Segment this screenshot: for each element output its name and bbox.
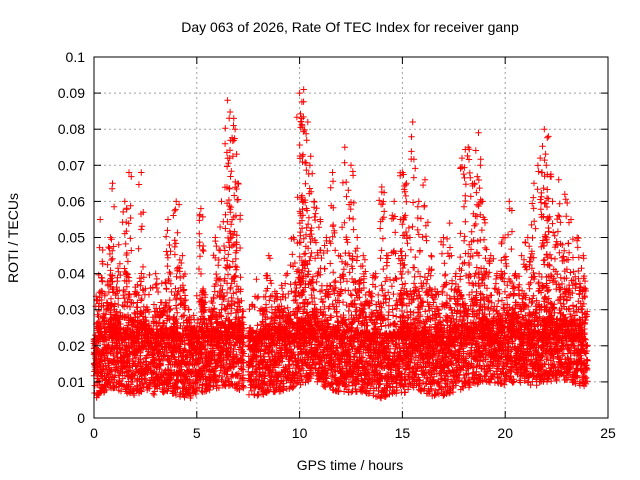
data-point (174, 383, 181, 391)
data-point (166, 296, 173, 304)
y-axis-label: ROTI / TECUs (5, 193, 21, 283)
x-axis-label: GPS time / hours (297, 457, 404, 473)
data-point (131, 372, 139, 379)
data-point (130, 391, 138, 399)
data-point (138, 295, 145, 303)
data-point (117, 388, 125, 395)
data-point (129, 328, 136, 335)
data-point (107, 295, 115, 302)
data-point (162, 279, 169, 286)
data-point (103, 386, 110, 394)
data-point (120, 359, 127, 366)
data-points (90, 86, 591, 402)
data-point (138, 388, 145, 395)
data-point (134, 281, 141, 288)
data-point (146, 271, 153, 279)
grid-lines (94, 57, 608, 418)
data-point (142, 376, 149, 383)
data-point (137, 352, 144, 359)
data-point (163, 348, 170, 356)
data-point (136, 385, 143, 392)
data-point (108, 368, 115, 375)
data-point (142, 371, 150, 378)
chart-title: Day 063 of 2026, Rate Of TEC Index for r… (181, 19, 519, 35)
data-point (157, 362, 164, 369)
data-point (173, 348, 180, 356)
data-point (140, 383, 147, 391)
data-point (173, 384, 180, 391)
data-point (141, 375, 148, 382)
data-point (127, 367, 134, 374)
data-point (103, 299, 110, 306)
data-point (167, 305, 174, 313)
data-point (168, 288, 175, 296)
data-point (126, 364, 133, 371)
data-point (103, 305, 111, 313)
data-point (121, 295, 128, 302)
data-point (150, 391, 158, 399)
data-point (145, 291, 153, 298)
data-point (120, 303, 128, 310)
data-point (137, 297, 145, 304)
data-point (131, 309, 138, 317)
data-point (130, 300, 137, 307)
